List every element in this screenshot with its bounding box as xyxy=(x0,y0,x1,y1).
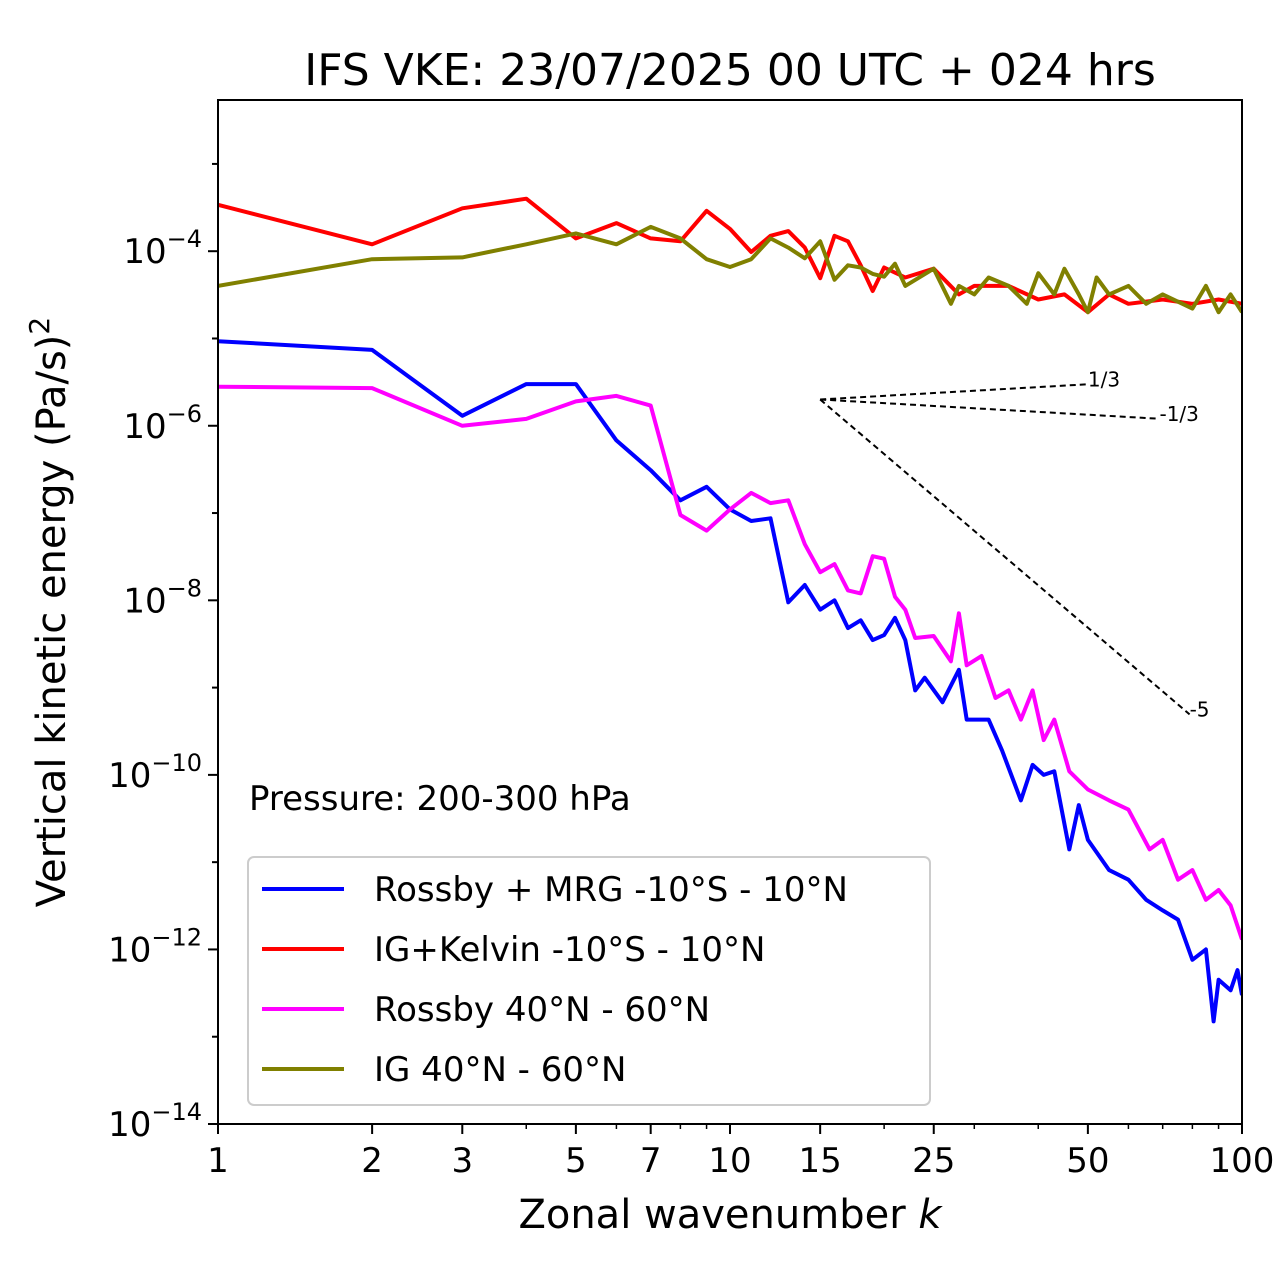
svg-text:Zonal wavenumber k: Zonal wavenumber k xyxy=(518,1192,943,1238)
series-line-0 xyxy=(218,339,1242,1024)
reference-slope-line-1 xyxy=(820,398,1160,420)
x-tick-label: 50 xyxy=(1066,1141,1109,1181)
legend: Rossby + MRG -10°S - 10°N IG+Kelvin -10°S… xyxy=(247,856,931,1106)
x-axis-label: Zonal wavenumber k xyxy=(518,1192,943,1238)
reference-slopes: 1/3 -1/3 -5 xyxy=(819,367,1210,721)
y-axis-label-power: 2 xyxy=(23,317,56,335)
legend-label-1: IG+Kelvin -10°S - 10°N xyxy=(374,930,765,970)
x-axis-label-text: Zonal wavenumber xyxy=(518,1192,906,1238)
series-layer xyxy=(218,196,1242,1024)
y-tick-label: 10−10 xyxy=(108,749,202,796)
y-tick-label: 10−12 xyxy=(108,923,202,970)
svg-text:Vertical kinetic energy (Pa/s): Vertical kinetic energy (Pa/s)2 xyxy=(23,317,75,907)
y-tick-label: 10−6 xyxy=(123,400,202,447)
y-axis-label: Vertical kinetic energy (Pa/s)2 xyxy=(23,317,75,907)
x-tick-label: 10 xyxy=(708,1141,751,1181)
legend-label-0: Rossby + MRG -10°S - 10°N xyxy=(374,870,848,910)
x-axis-label-var: k xyxy=(918,1192,943,1238)
y-axis-label-text: Vertical kinetic energy (Pa/s) xyxy=(29,335,75,908)
y-tick-label: 10−4 xyxy=(123,225,202,272)
x-tick-label: 15 xyxy=(799,1141,842,1181)
series-line-2 xyxy=(218,384,1242,941)
y-tick-label: 10−14 xyxy=(108,1098,202,1145)
chart-title: IFS VKE: 23/07/2025 00 UTC + 024 hrs xyxy=(304,45,1156,96)
pressure-annotation: Pressure: 200-300 hPa xyxy=(249,779,631,819)
series-line-3 xyxy=(218,224,1242,315)
x-tick-label: 3 xyxy=(451,1141,473,1181)
x-tick-label: 7 xyxy=(640,1141,662,1181)
reference-slope-line-0 xyxy=(820,383,1088,401)
series-line-1 xyxy=(218,196,1242,315)
x-tick-label: 25 xyxy=(912,1141,955,1181)
x-tick-label: 100 xyxy=(1210,1141,1275,1181)
x-tick-label: 2 xyxy=(361,1141,383,1181)
reference-slope-label-0: 1/3 xyxy=(1088,367,1120,391)
axes: 1 2 3 5 7 10 15 25 50 100 10−4 10−6 10−8 10−10 10−12 10… xyxy=(108,99,1275,1181)
reference-slope-line-2 xyxy=(819,398,1191,716)
legend-label-3: IG 40°N - 60°N xyxy=(374,1050,626,1090)
x-tick-label: 5 xyxy=(565,1141,587,1181)
y-tick-label: 10−8 xyxy=(123,574,202,621)
reference-slope-label-2: -5 xyxy=(1190,697,1210,721)
legend-label-2: Rossby 40°N - 60°N xyxy=(374,990,710,1030)
x-tick-label: 1 xyxy=(207,1141,229,1181)
reference-slope-label-1: -1/3 xyxy=(1159,402,1198,426)
